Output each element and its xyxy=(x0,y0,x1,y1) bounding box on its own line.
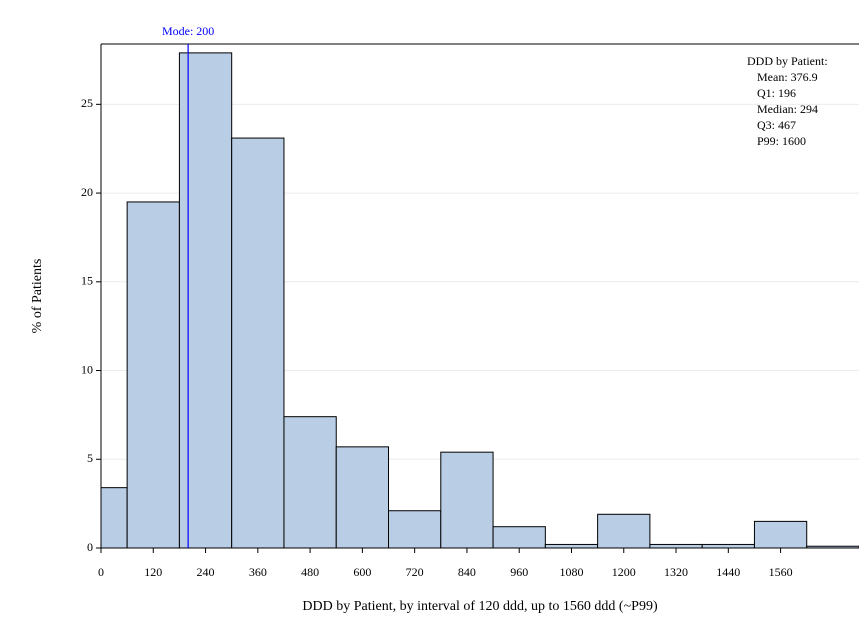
bar xyxy=(335,446,390,549)
bar xyxy=(440,451,494,549)
x-tick-label: 120 xyxy=(144,565,162,579)
bar xyxy=(597,513,651,549)
x-tick-label: 960 xyxy=(510,565,528,579)
bar xyxy=(100,487,128,549)
y-tick-label: 5 xyxy=(87,451,93,465)
y-tick-label: 20 xyxy=(81,185,93,199)
stats-line: Median: 294 xyxy=(757,102,818,116)
x-tick-label: 360 xyxy=(249,565,267,579)
y-axis-label: % of Patients xyxy=(30,259,45,334)
bar xyxy=(231,137,285,549)
x-tick-label: 480 xyxy=(301,565,319,579)
stats-line: Mean: 376.9 xyxy=(757,70,818,84)
x-tick-label: 1200 xyxy=(612,565,636,579)
bar xyxy=(388,510,442,549)
bar xyxy=(492,526,546,549)
x-axis-label: DDD by Patient, by interval of 120 ddd, … xyxy=(302,599,658,614)
x-tick-label: 1440 xyxy=(716,565,740,579)
bar xyxy=(544,543,599,549)
x-tick-label: 720 xyxy=(406,565,424,579)
bar xyxy=(126,201,180,549)
bar xyxy=(283,416,337,549)
x-tick-label: 1080 xyxy=(559,565,583,579)
bar xyxy=(753,520,808,549)
y-tick-label: 25 xyxy=(81,96,93,110)
x-tick-label: 840 xyxy=(458,565,476,579)
bar xyxy=(178,52,233,549)
y-tick-label: 15 xyxy=(81,274,93,288)
x-tick-label: 1320 xyxy=(664,565,688,579)
x-tick-label: 600 xyxy=(353,565,371,579)
mode-label: Mode: 200 xyxy=(162,24,214,38)
stats-line: P99: 1600 xyxy=(757,134,806,148)
stats-line: Q3: 467 xyxy=(757,118,796,132)
bar xyxy=(701,543,755,549)
bar xyxy=(649,543,703,549)
y-tick-label: 0 xyxy=(87,540,93,554)
stats-line: Q1: 196 xyxy=(757,86,796,100)
x-tick-label: 240 xyxy=(197,565,215,579)
x-tick-label: 0 xyxy=(98,565,104,579)
stats-title: DDD by Patient: xyxy=(747,54,828,68)
x-tick-label: 1560 xyxy=(769,565,793,579)
y-tick-label: 10 xyxy=(81,362,93,376)
